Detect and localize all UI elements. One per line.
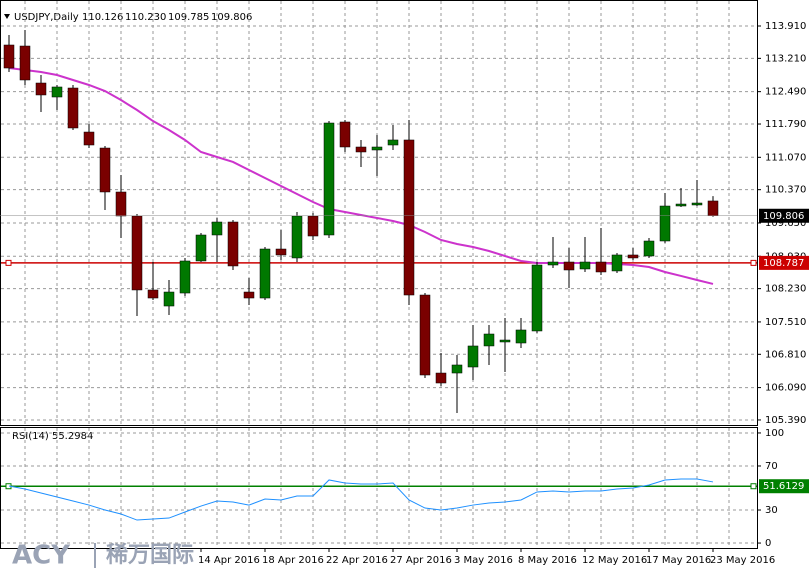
x-tick-label: 27 Apr 2016 bbox=[390, 555, 452, 566]
title-value: 109.785 bbox=[168, 12, 209, 23]
candle-body bbox=[227, 221, 239, 267]
last-price-box bbox=[759, 208, 809, 223]
candle-body bbox=[675, 203, 687, 207]
candle-body bbox=[275, 248, 287, 256]
x-tick-label: 3 May 2016 bbox=[454, 555, 513, 566]
candle-body bbox=[179, 260, 191, 294]
y-tick-label: 70 bbox=[765, 461, 778, 472]
candle-body bbox=[579, 261, 591, 270]
x-tick-label: 17 May 2016 bbox=[646, 555, 711, 566]
candle-body bbox=[627, 254, 639, 259]
candle-body bbox=[659, 205, 671, 242]
y-tick-label: 111.070 bbox=[765, 152, 806, 163]
last-price: 109.806 bbox=[763, 211, 804, 222]
x-tick-label: 22 Apr 2016 bbox=[326, 555, 388, 566]
candle-body bbox=[595, 261, 607, 273]
rsi-pane bbox=[0, 427, 758, 549]
candle-body bbox=[499, 339, 511, 343]
rsi-line bbox=[8, 478, 714, 521]
y-tick-label: 107.510 bbox=[765, 317, 806, 328]
x-tick-label: 8 May 2016 bbox=[518, 555, 577, 566]
y-tick-label: 109.650 bbox=[765, 218, 806, 229]
candle-body bbox=[531, 264, 543, 332]
candle-body bbox=[307, 215, 319, 237]
candle-body bbox=[3, 44, 15, 69]
y-tick-label: 0 bbox=[765, 538, 771, 549]
y-tick-label: 106.810 bbox=[765, 349, 806, 360]
level-label-box bbox=[759, 255, 809, 270]
y-tick-label: 112.490 bbox=[765, 87, 806, 98]
candle-body bbox=[115, 191, 127, 217]
candle-body bbox=[611, 254, 623, 272]
candle-body bbox=[163, 291, 175, 307]
level-label: 51.6129 bbox=[763, 481, 804, 492]
candle-body bbox=[387, 139, 399, 146]
y-tick-label: 100 bbox=[765, 428, 784, 439]
title-arrow bbox=[4, 14, 10, 19]
level-handle bbox=[750, 483, 757, 490]
candle-body bbox=[99, 147, 111, 193]
y-tick-label: 106.090 bbox=[765, 383, 806, 394]
brand: ACY bbox=[12, 541, 71, 571]
candle-body bbox=[323, 122, 335, 236]
candle-body bbox=[83, 131, 95, 146]
candle-body bbox=[435, 372, 447, 384]
candle-body bbox=[563, 261, 575, 271]
x-tick-label: 12 May 2016 bbox=[582, 555, 647, 566]
title-value: 110.126 bbox=[82, 12, 123, 23]
candle-body bbox=[195, 234, 207, 262]
level-label-box bbox=[759, 479, 809, 494]
candle-body bbox=[547, 261, 559, 266]
candle-body bbox=[691, 202, 703, 206]
y-tick-label: 113.210 bbox=[765, 53, 806, 64]
candle-body bbox=[707, 200, 719, 217]
title-value: 110.230 bbox=[125, 12, 166, 23]
candle-body bbox=[515, 329, 527, 344]
candle-body bbox=[403, 139, 415, 296]
title-value: 109.806 bbox=[211, 12, 252, 23]
x-tick-label: 18 Apr 2016 bbox=[262, 555, 324, 566]
moving-average bbox=[8, 67, 714, 285]
candle-body bbox=[131, 215, 143, 291]
y-tick-label: 105.390 bbox=[765, 415, 806, 426]
chart-title: USDJPY,Daily bbox=[14, 12, 79, 23]
candle-body bbox=[371, 146, 383, 151]
candle-body bbox=[419, 294, 431, 376]
candle-body bbox=[483, 333, 495, 347]
watermark: ACY 稀万国际 bbox=[12, 541, 194, 571]
brand-name: 稀万国际 bbox=[106, 542, 194, 568]
y-tick-label: 113.910 bbox=[765, 21, 806, 32]
level-label: 108.787 bbox=[763, 258, 804, 269]
candle-body bbox=[467, 345, 479, 368]
level-handle bbox=[750, 259, 757, 266]
candle-body bbox=[451, 364, 463, 374]
x-tick-label: 23 May 2016 bbox=[710, 555, 775, 566]
candle-body bbox=[51, 86, 63, 98]
rsi-title: RSI(14) 55.2984 bbox=[12, 431, 93, 442]
y-tick-label: 110.370 bbox=[765, 185, 806, 196]
candle-body bbox=[67, 87, 79, 129]
level-handle bbox=[5, 259, 12, 266]
candle-body bbox=[243, 291, 255, 299]
y-tick-label: 108.230 bbox=[765, 284, 806, 295]
candle-body bbox=[147, 289, 159, 299]
candle-body bbox=[643, 240, 655, 257]
y-tick-label: 111.790 bbox=[765, 119, 806, 130]
candle-body bbox=[339, 121, 351, 148]
candle-body bbox=[19, 45, 31, 81]
candle-body bbox=[211, 221, 223, 236]
y-tick-label: 30 bbox=[765, 505, 778, 516]
candle-body bbox=[291, 215, 303, 259]
x-tick-label: 14 Apr 2016 bbox=[198, 555, 260, 566]
candle-body bbox=[35, 82, 47, 96]
price-pane bbox=[0, 0, 758, 426]
candle-body bbox=[355, 146, 367, 153]
candle-body bbox=[259, 248, 271, 299]
